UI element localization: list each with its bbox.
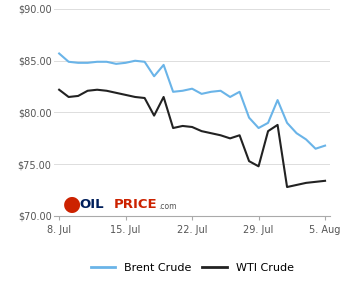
Text: OIL: OIL: [79, 198, 104, 211]
Text: ●: ●: [63, 194, 81, 214]
Text: ●: ●: [63, 196, 77, 214]
Text: .com: .com: [158, 202, 176, 211]
Legend: Brent Crude, WTI Crude: Brent Crude, WTI Crude: [86, 259, 298, 278]
Text: PRICE: PRICE: [114, 198, 157, 211]
